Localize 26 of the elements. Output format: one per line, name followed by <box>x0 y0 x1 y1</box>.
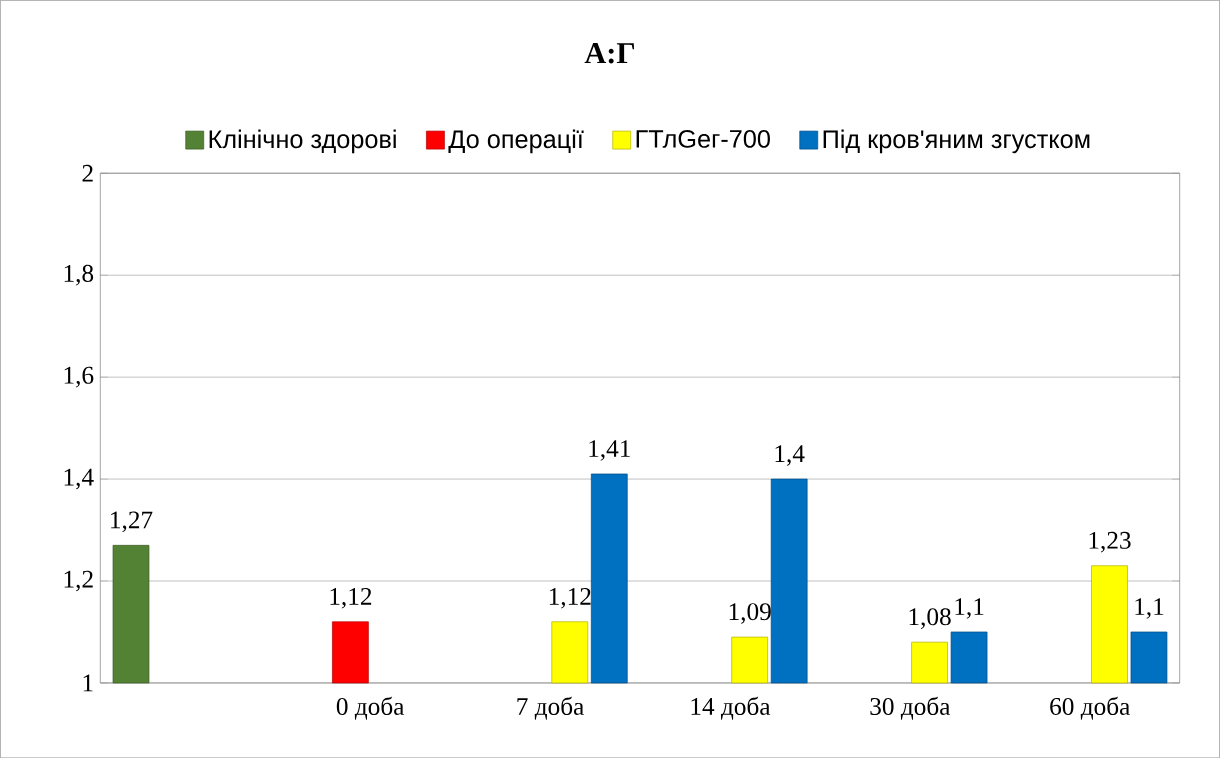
data-label: 1,4 <box>775 445 805 466</box>
x-tick-label: 30 доба <box>870 696 951 720</box>
data-label: 1,12 <box>549 587 591 609</box>
chart-title: А:Г <box>584 42 635 64</box>
legend-label: Клінічно здорові <box>209 129 396 154</box>
data-label: 1,41 <box>589 440 630 461</box>
y-tick-label: 1 <box>83 674 93 692</box>
data-label: 1,08 <box>909 608 951 629</box>
y-tick-label: 1,2 <box>64 570 93 592</box>
legend-label: До операції <box>448 129 584 154</box>
data-label: 1,09 <box>729 603 771 624</box>
y-tick-label: 1,4 <box>64 468 94 490</box>
x-tick-label: 0 доба <box>336 696 405 720</box>
data-label: 1,1 <box>1135 598 1164 619</box>
data-label: 1,27 <box>111 511 153 532</box>
data-label: 1,12 <box>330 587 372 609</box>
x-tick-label: 14 доба <box>691 696 771 720</box>
y-tick-label: 1,8 <box>64 264 94 286</box>
legend-label: ГТлGeг-700 <box>636 129 770 148</box>
legend-label: Під кров'яним згустком <box>823 129 1090 154</box>
data-label: 1,1 <box>955 598 984 619</box>
data-label: 1,23 <box>1089 531 1131 553</box>
x-tick-label: 60 доба <box>1050 696 1131 720</box>
y-tick-label: 2 <box>82 164 93 182</box>
x-tick-label: 7 доба <box>517 696 584 720</box>
y-tick-label: 1,6 <box>64 366 94 388</box>
